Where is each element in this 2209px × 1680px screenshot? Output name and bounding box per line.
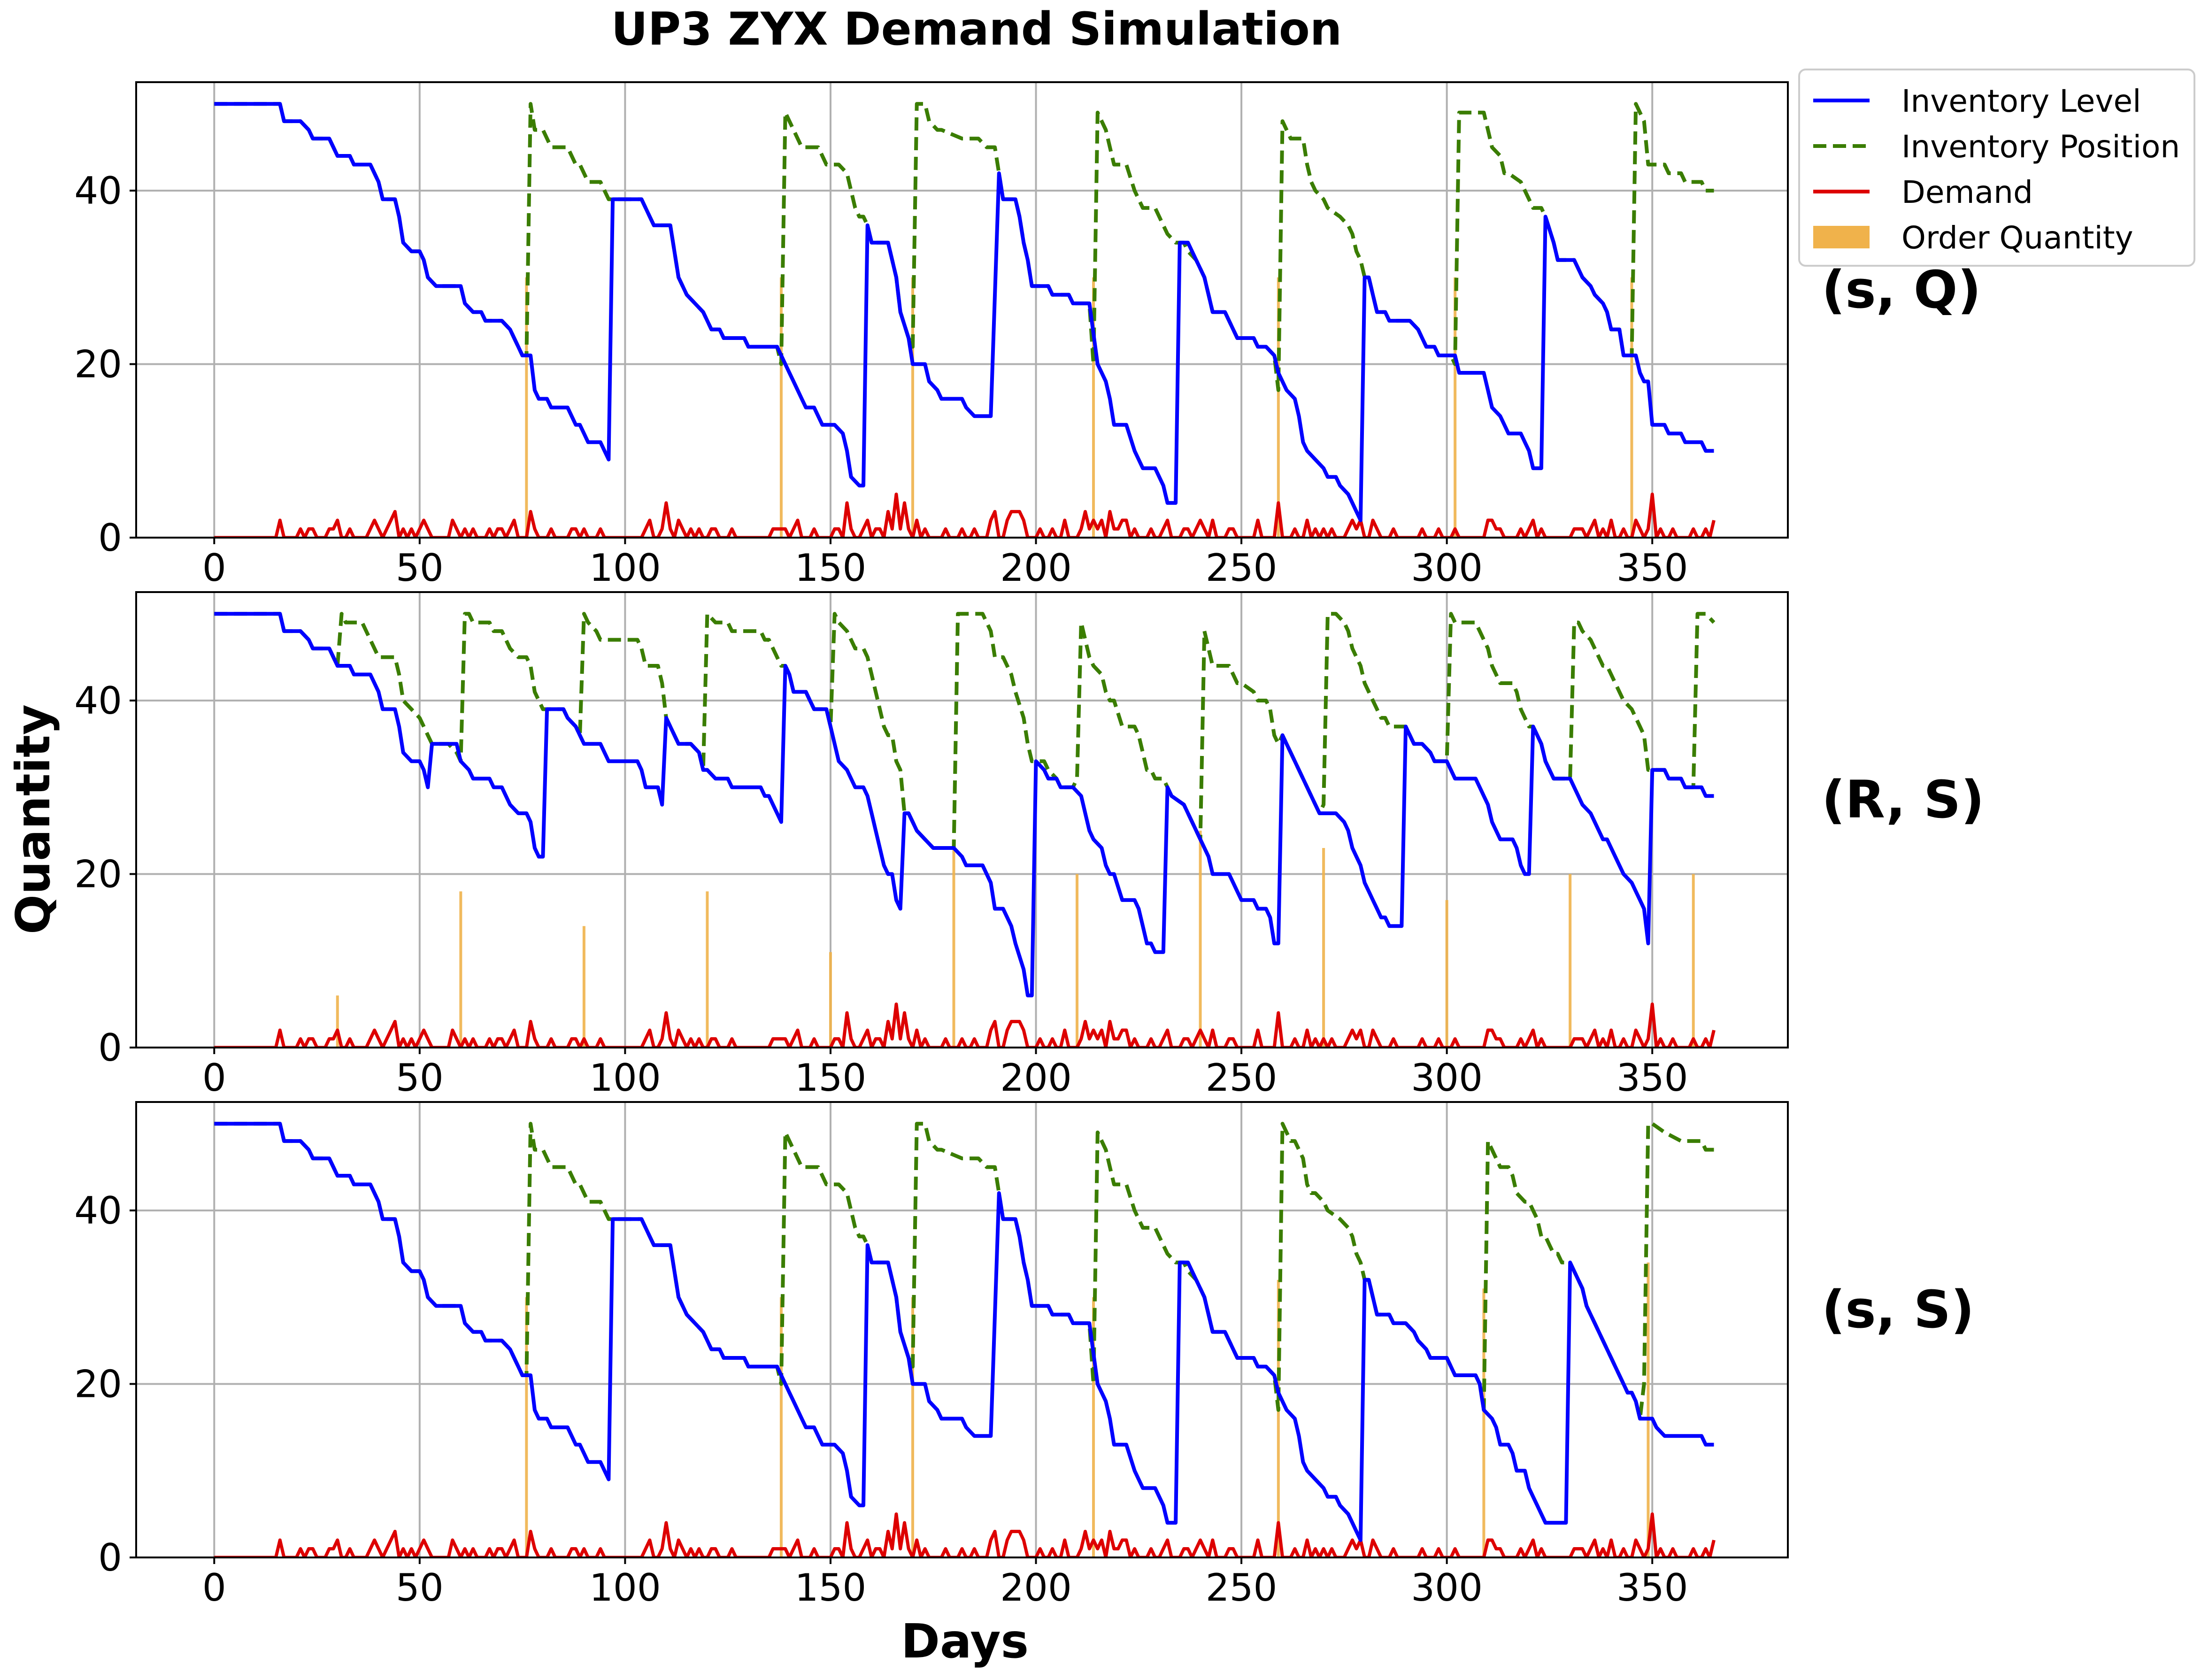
x-tick-label: 250 bbox=[1206, 1056, 1278, 1100]
x-tick-label: 150 bbox=[795, 546, 867, 590]
subplot-1: 0 50 100 150 200 250 300 350 0 20 40 (s, Q) bbox=[74, 81, 1981, 590]
x-tick-label: 150 bbox=[795, 1566, 867, 1610]
order-quantity-bar bbox=[336, 995, 339, 1048]
x-tick-label: 100 bbox=[589, 1566, 661, 1610]
x-tick-label: 300 bbox=[1411, 1056, 1483, 1100]
y-axis-label: Quantity bbox=[6, 704, 61, 934]
legend-label: Inventory Level bbox=[1901, 83, 2141, 119]
legend-label: Order Quantity bbox=[1901, 220, 2133, 256]
x-tick-label: 0 bbox=[202, 546, 226, 590]
order-quantity-bar bbox=[1482, 1288, 1485, 1557]
x-tick-label: 350 bbox=[1616, 1056, 1688, 1100]
order-quantity-bar bbox=[525, 277, 528, 538]
order-quantity-bar bbox=[459, 891, 462, 1048]
legend-box bbox=[1798, 69, 2195, 267]
x-tick-label: 200 bbox=[1000, 546, 1072, 590]
order-quantity-bar bbox=[1647, 1262, 1650, 1557]
order-quantity-bar bbox=[911, 1297, 914, 1557]
x-tick-label: 50 bbox=[396, 1566, 444, 1610]
y-tick-label: 0 bbox=[98, 1536, 122, 1580]
order-quantity-bar bbox=[1076, 874, 1079, 1048]
y-tick-label: 20 bbox=[74, 1362, 122, 1406]
order-quantity-bar bbox=[779, 1297, 783, 1557]
x-tick-label: 350 bbox=[1616, 1566, 1688, 1610]
demand-line bbox=[214, 1512, 1716, 1557]
x-tick-label: 250 bbox=[1206, 546, 1278, 590]
order-quantity-bar bbox=[1199, 831, 1202, 1048]
x-tick-label: 50 bbox=[396, 546, 444, 590]
legend-swatch-bar bbox=[1813, 226, 1870, 248]
legend: Inventory Level Inventory Position Demand O… bbox=[1798, 69, 2195, 267]
chart-title: UP3 ZYX Demand Simulation bbox=[611, 3, 1342, 55]
y-tick-label: 0 bbox=[98, 1026, 122, 1070]
y-tick-label: 20 bbox=[74, 852, 122, 896]
order-quantity-bar bbox=[952, 839, 955, 1048]
order-quantity-bar bbox=[1630, 277, 1633, 538]
order-quantity-bar bbox=[582, 926, 585, 1048]
subplot-plot-area bbox=[214, 102, 1716, 538]
y-tick-label: 40 bbox=[74, 1189, 122, 1233]
y-tick-label: 40 bbox=[74, 169, 122, 213]
order-quantity-bar bbox=[1454, 277, 1457, 538]
order-quantity-bar bbox=[829, 952, 832, 1048]
order-quantity-bar bbox=[1569, 874, 1572, 1048]
x-tick-label: 150 bbox=[795, 1056, 867, 1100]
x-tick-label: 100 bbox=[589, 1056, 661, 1100]
order-quantity-bar bbox=[779, 277, 783, 538]
legend-label: Inventory Position bbox=[1901, 129, 2180, 165]
demand-line bbox=[214, 1002, 1716, 1048]
x-tick-label: 0 bbox=[202, 1566, 226, 1610]
order-quantity-bar bbox=[1692, 874, 1695, 1048]
inventory-level-line bbox=[214, 102, 1714, 522]
subplot-frame bbox=[135, 81, 1789, 539]
order-quantity-bar bbox=[1092, 1297, 1095, 1557]
x-tick-label: 200 bbox=[1000, 1566, 1072, 1610]
policy-label: (s, Q) bbox=[1822, 260, 1981, 320]
y-tick-label: 20 bbox=[74, 342, 122, 386]
subplot-plot-area bbox=[214, 612, 1716, 1048]
order-quantity-bar bbox=[1092, 277, 1095, 538]
x-tick-label: 0 bbox=[202, 1056, 226, 1100]
x-tick-label: 300 bbox=[1411, 546, 1483, 590]
order-quantity-bar bbox=[525, 1297, 528, 1557]
order-quantity-bar bbox=[1277, 1279, 1280, 1557]
y-tick-label: 0 bbox=[98, 516, 122, 560]
subplot-3: 0 50 100 150 200 250 300 350 0 20 40 (s, S) bbox=[74, 1101, 1974, 1610]
x-tick-label: 200 bbox=[1000, 1056, 1072, 1100]
x-tick-label: 100 bbox=[589, 546, 661, 590]
subplot-plot-area bbox=[214, 1122, 1716, 1557]
inventory-level-line bbox=[214, 1122, 1714, 1542]
subplot-frame bbox=[135, 1101, 1789, 1558]
inventory-level-line bbox=[214, 612, 1714, 998]
policy-label: (R, S) bbox=[1822, 770, 1985, 830]
policy-label: (s, S) bbox=[1822, 1279, 1974, 1340]
order-quantity-bar bbox=[1277, 277, 1280, 538]
inventory-position-line bbox=[214, 1122, 1714, 1421]
order-quantity-bar bbox=[1322, 848, 1325, 1048]
order-quantity-bar bbox=[706, 891, 709, 1048]
demand-line bbox=[214, 493, 1716, 538]
order-quantity-bar bbox=[1445, 900, 1448, 1048]
subplot-frame bbox=[135, 591, 1789, 1048]
subplot-2: 0 50 100 150 200 250 300 350 0 20 40 (R, S) bbox=[74, 591, 1985, 1100]
x-tick-label: 300 bbox=[1411, 1566, 1483, 1610]
x-axis-label: Days bbox=[901, 1614, 1029, 1669]
y-tick-label: 40 bbox=[74, 679, 122, 723]
x-tick-label: 50 bbox=[396, 1056, 444, 1100]
order-quantity-bar bbox=[911, 277, 914, 538]
x-tick-label: 350 bbox=[1616, 546, 1688, 590]
x-tick-label: 250 bbox=[1206, 1566, 1278, 1610]
legend-label: Demand bbox=[1901, 174, 2033, 210]
